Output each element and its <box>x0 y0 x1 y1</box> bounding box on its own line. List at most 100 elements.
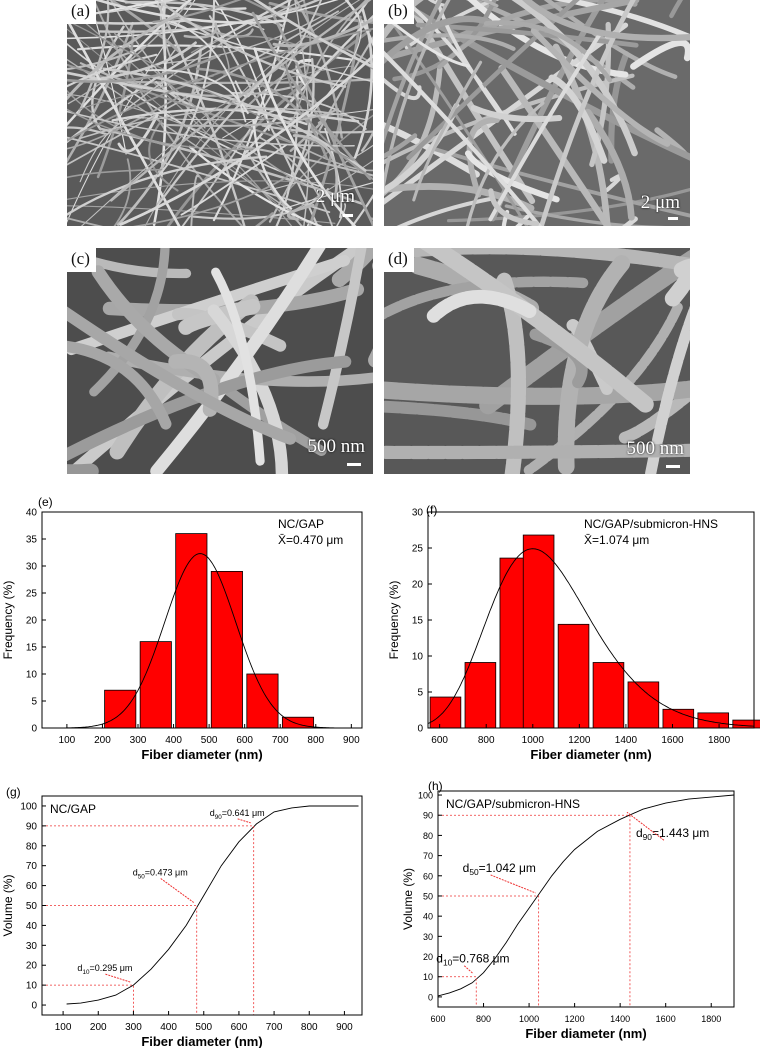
panel-label: (e) <box>38 495 53 509</box>
y-tick-label: 40 <box>26 921 38 932</box>
bar <box>522 534 555 729</box>
legend-text: NC/GAP <box>278 517 324 531</box>
annotation-label: d90=0.641 μm <box>210 808 265 821</box>
y-tick-label: 0 <box>31 1001 37 1012</box>
mean-label: X̄=0.470 μm <box>278 533 343 547</box>
chart-g: (g) d10=0.295 μm d50=0.473 μm d90=0.641 μm N… <box>1 785 363 1048</box>
y-axis-label: Frequency (%) <box>387 581 401 660</box>
y-tick-label: 50 <box>423 891 433 901</box>
y-tick-label: 20 <box>423 952 433 962</box>
scale-bar-label-a: 2 μm <box>315 186 355 207</box>
x-tick-label: 600 <box>236 735 253 746</box>
sem-image-b: (b) 2 μm <box>384 0 690 226</box>
y-tick-label: 60 <box>423 871 433 881</box>
bar <box>246 673 279 729</box>
x-tick-label: 700 <box>272 735 289 746</box>
x-tick-label: 1800 <box>708 735 731 746</box>
y-tick-label: 100 <box>418 791 433 801</box>
x-axis-label: Fiber diameter (nm) <box>141 1034 262 1048</box>
x-tick-label: 400 <box>160 1022 177 1033</box>
cumulative-curve <box>437 794 735 997</box>
y-tick-label: 30 <box>423 932 433 942</box>
annotation-arrow <box>626 811 665 841</box>
y-tick-label: 5 <box>31 697 37 708</box>
y-tick-label: 35 <box>26 535 38 546</box>
x-tick-label: 600 <box>430 1014 445 1024</box>
annotation-arrow <box>237 818 251 824</box>
y-tick-label: 90 <box>26 821 38 832</box>
sem-image-d: (d) 500 nm <box>384 248 690 474</box>
x-tick-label: 600 <box>231 1022 248 1033</box>
bar <box>175 533 208 729</box>
cumulative-curve <box>66 805 359 1005</box>
panel-label-c: (c) <box>67 248 96 272</box>
annotation-label: d50=1.042 μm <box>463 861 536 877</box>
annotation-arrow <box>490 874 536 894</box>
x-tick-label: 1200 <box>568 735 591 746</box>
x-tick-label: 1000 <box>522 735 545 746</box>
scale-bar-label-d: 500 nm <box>626 438 684 459</box>
y-tick-label: 40 <box>423 912 433 922</box>
y-tick-label: 10 <box>26 670 38 681</box>
fit-curve <box>42 553 362 729</box>
guide-line <box>438 976 477 1007</box>
x-tick-label: 800 <box>301 1022 318 1033</box>
x-tick-label: 1400 <box>615 735 638 746</box>
y-tick-label: 10 <box>423 972 433 982</box>
y-tick-label: 70 <box>26 861 38 872</box>
annotation-arrow <box>463 965 474 975</box>
x-tick-label: 800 <box>478 735 495 746</box>
scale-bar-c <box>347 463 361 466</box>
y-tick-label: 60 <box>26 881 38 892</box>
guide-line <box>42 825 255 1015</box>
bar <box>210 571 243 729</box>
scale-bar-a <box>343 214 353 217</box>
guide-line <box>42 905 198 1015</box>
bar <box>697 712 730 729</box>
fit-curve <box>427 548 755 727</box>
y-axis-label: Frequency (%) <box>1 581 15 660</box>
y-tick-label: 30 <box>26 941 38 952</box>
x-tick-label: 400 <box>165 735 182 746</box>
annotation-label: d10=0.768 μm <box>436 952 509 968</box>
y-tick-label: 80 <box>423 831 433 841</box>
y-tick-label: 10 <box>412 652 424 663</box>
bar <box>732 719 760 729</box>
x-tick-label: 1400 <box>610 1014 630 1024</box>
x-tick-label: 1800 <box>701 1014 721 1024</box>
x-tick-label: 300 <box>130 735 147 746</box>
annotation-arrow <box>160 878 195 903</box>
annotation-arrow <box>105 973 131 983</box>
panel-label: (f) <box>426 503 437 517</box>
y-axis-label: Volume (%) <box>401 868 415 930</box>
y-tick-label: 15 <box>26 643 38 654</box>
y-tick-label: 30 <box>26 562 38 573</box>
x-tick-label: 600 <box>431 735 448 746</box>
panel-label: (h) <box>428 779 443 793</box>
bar <box>104 689 137 729</box>
legend-text: NC/GAP/submicron-HNS <box>584 517 718 531</box>
fiber-texture <box>384 248 690 474</box>
y-tick-label: 25 <box>26 589 38 600</box>
y-tick-label: 20 <box>26 616 38 627</box>
annotation-label: d10=0.295 μm <box>77 963 132 976</box>
sem-image-a: (a) 2 μm <box>67 0 373 226</box>
x-tick-label: 1200 <box>565 1014 585 1024</box>
scale-bar-label-b: 2 μm <box>640 192 680 213</box>
y-tick-label: 70 <box>423 851 433 861</box>
x-tick-label: 300 <box>125 1022 142 1033</box>
y-tick-label: 90 <box>423 811 433 821</box>
x-tick-label: 700 <box>266 1022 283 1033</box>
bar <box>139 641 172 729</box>
scale-bar-d <box>666 465 680 468</box>
bar <box>464 662 497 729</box>
bar <box>627 681 660 729</box>
y-tick-label: 50 <box>26 901 38 912</box>
x-tick-label: 900 <box>343 735 360 746</box>
y-tick-label: 0 <box>31 724 37 735</box>
bar <box>429 696 462 729</box>
y-tick-label: 30 <box>412 508 424 519</box>
guide-line <box>438 814 631 1007</box>
